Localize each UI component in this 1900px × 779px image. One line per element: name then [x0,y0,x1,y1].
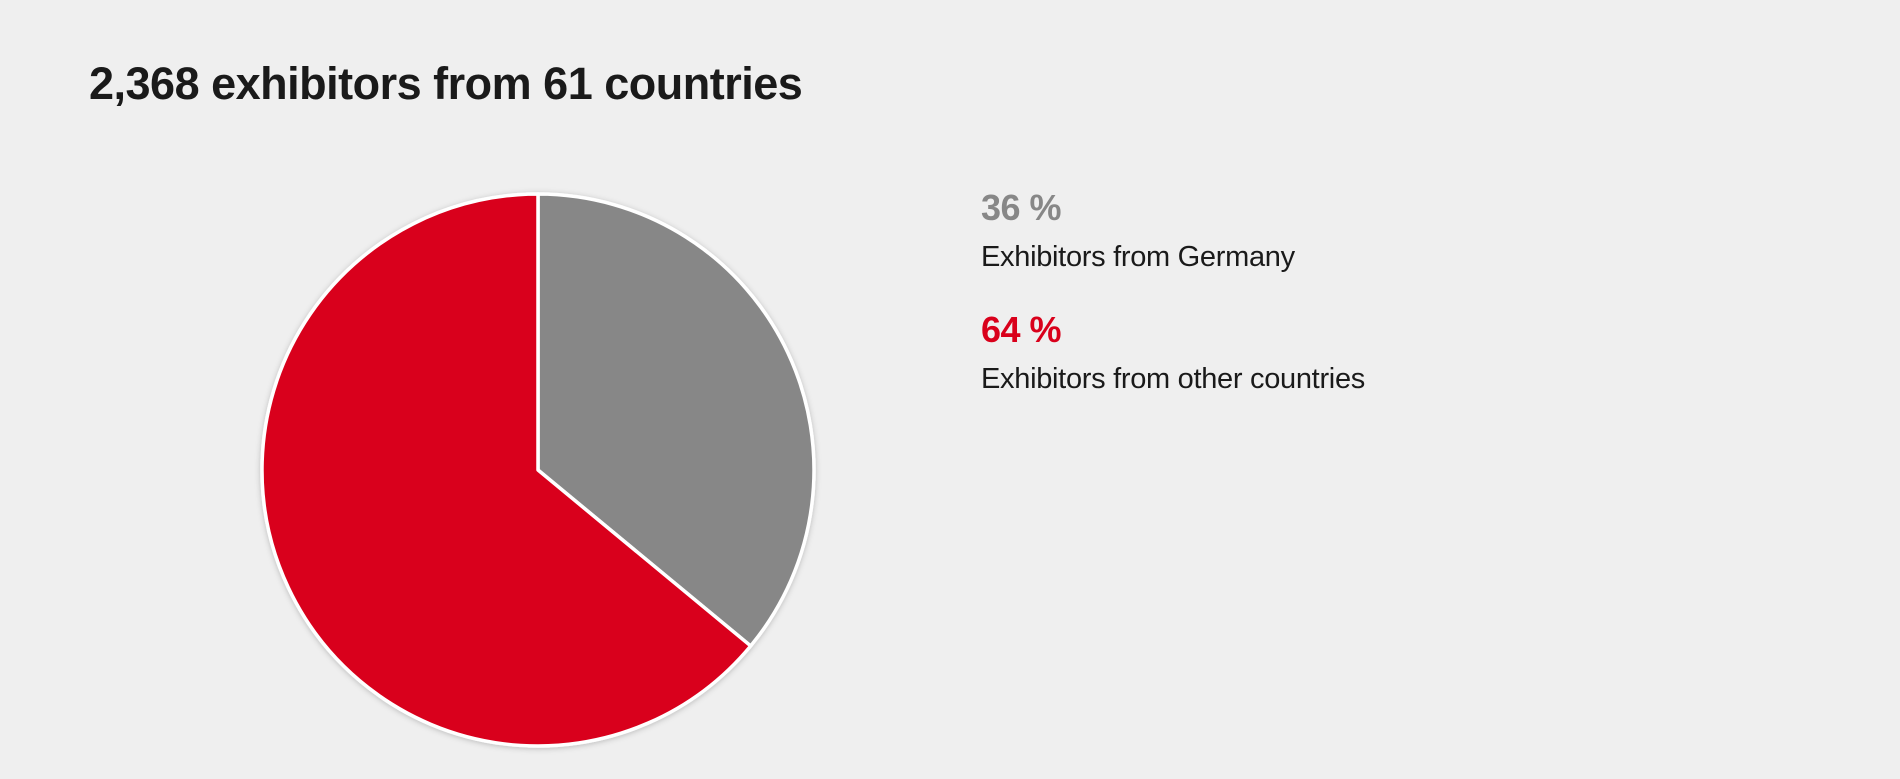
legend-label-other-countries: Exhibitors from other countries [981,362,1365,395]
pie-chart [260,192,816,748]
legend-item-germany: 36 % Exhibitors from Germany [981,190,1781,274]
pie-slice-other-countries [260,192,753,748]
pie-slice-germany [536,192,816,648]
pie-slices [260,192,816,748]
legend: 36 % Exhibitors from Germany 64 % Exhibitor… [981,190,1781,434]
chart-title: 2,368 exhibitors from 61 countries [89,58,803,109]
legend-item-other-countries: 64 % Exhibitors from other countries [981,308,1781,396]
legend-value-other-countries: 64 % [981,308,1062,350]
legend-value-germany: 36 % [981,187,1062,228]
legend-label-germany: Exhibitors from Germany [981,241,1295,273]
